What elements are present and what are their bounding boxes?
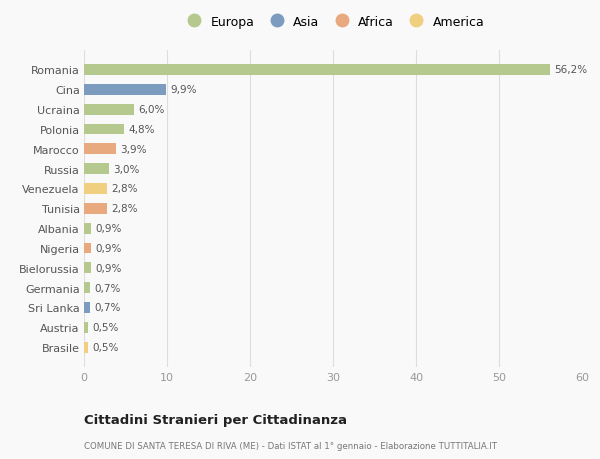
Text: 9,9%: 9,9% <box>170 85 197 95</box>
Bar <box>84 164 109 175</box>
Bar <box>84 223 91 234</box>
Text: 0,5%: 0,5% <box>92 342 119 353</box>
Text: 0,9%: 0,9% <box>95 263 122 273</box>
Bar <box>84 302 90 313</box>
Bar <box>84 263 91 274</box>
Bar <box>84 105 134 115</box>
Bar <box>84 322 88 333</box>
Bar <box>84 184 107 195</box>
Bar <box>84 144 116 155</box>
Text: COMUNE DI SANTA TERESA DI RIVA (ME) - Dati ISTAT al 1° gennaio - Elaborazione TU: COMUNE DI SANTA TERESA DI RIVA (ME) - Da… <box>84 441 497 450</box>
Text: 3,0%: 3,0% <box>113 164 139 174</box>
Bar <box>84 124 124 135</box>
Text: 0,7%: 0,7% <box>94 303 121 313</box>
Text: 3,9%: 3,9% <box>121 145 147 155</box>
Text: 0,9%: 0,9% <box>95 224 122 234</box>
Bar <box>84 342 88 353</box>
Text: 2,8%: 2,8% <box>112 204 138 214</box>
Text: 0,9%: 0,9% <box>95 243 122 253</box>
Text: 4,8%: 4,8% <box>128 125 154 134</box>
Text: 6,0%: 6,0% <box>138 105 164 115</box>
Text: Cittadini Stranieri per Cittadinanza: Cittadini Stranieri per Cittadinanza <box>84 413 347 426</box>
Bar <box>84 65 550 76</box>
Text: 0,7%: 0,7% <box>94 283 121 293</box>
Text: 56,2%: 56,2% <box>554 65 588 75</box>
Text: 2,8%: 2,8% <box>112 184 138 194</box>
Bar <box>84 283 90 293</box>
Legend: Europa, Asia, Africa, America: Europa, Asia, Africa, America <box>182 16 484 28</box>
Bar <box>84 84 166 95</box>
Text: 0,5%: 0,5% <box>92 323 119 333</box>
Bar <box>84 203 107 214</box>
Bar <box>84 243 91 254</box>
